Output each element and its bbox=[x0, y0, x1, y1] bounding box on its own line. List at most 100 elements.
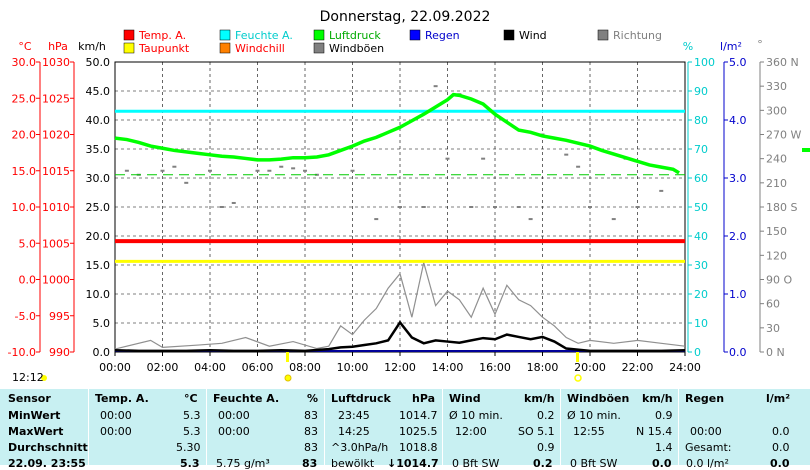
row-label-max: MaxWert bbox=[8, 425, 64, 438]
temp-tick-label: 10.0 bbox=[12, 201, 37, 214]
day-markers bbox=[41, 148, 810, 382]
legend-swatch bbox=[313, 29, 325, 41]
legend-swatch bbox=[123, 29, 135, 41]
x-tick-label: 08:00 bbox=[289, 361, 321, 374]
sunrise-icon bbox=[284, 374, 292, 382]
legend-swatch bbox=[313, 42, 325, 54]
legend-label: Taupunkt bbox=[138, 42, 190, 55]
column-separator bbox=[206, 389, 207, 465]
legend-label: Windchill bbox=[235, 42, 285, 55]
pressure-tick-label: 1010 bbox=[42, 201, 70, 214]
direction-point bbox=[160, 169, 165, 172]
direction-tick-label: 150 bbox=[766, 225, 787, 238]
temp-tick-label: 15.0 bbox=[12, 165, 37, 178]
min-pressure-time: 23:45 bbox=[338, 409, 370, 422]
humidity-tick-label: 90 bbox=[694, 85, 708, 98]
x-axis: 00:00 02:00 04:00 06:00 08:00 10:00 12:00 14:00… bbox=[99, 352, 701, 374]
min-pressure-value: 1014.7 bbox=[399, 409, 438, 422]
legend-swatch bbox=[503, 29, 515, 41]
direction-tick-label: 180 S bbox=[766, 201, 797, 214]
avg-gust-value: 1.4 bbox=[655, 441, 673, 454]
temp-tick-label: 5.0 bbox=[19, 237, 37, 250]
x-tick-label: 20:00 bbox=[574, 361, 606, 374]
wind-tick-label: 15.0 bbox=[86, 259, 111, 272]
header-pressure: Luftdruck bbox=[331, 392, 391, 405]
max-rain-value: 0.0 bbox=[772, 425, 790, 438]
humidity-tick-label: 60 bbox=[694, 172, 708, 185]
humidity-tick-label: 70 bbox=[694, 143, 708, 156]
temp-tick-label: -10.0 bbox=[8, 346, 36, 359]
column-separator bbox=[560, 389, 561, 465]
row-label-current: 22.09. 23:55 bbox=[8, 457, 86, 470]
direction-point bbox=[350, 169, 355, 172]
max-temp-value: 5.3 bbox=[183, 425, 201, 438]
row-label-avg: Durchschnitt bbox=[8, 441, 88, 454]
max-rain-time: 00:00 bbox=[690, 425, 722, 438]
wind-tick-label: 0.0 bbox=[93, 346, 111, 359]
series-luftdruck bbox=[114, 92, 680, 175]
right-axes: 10090807060504030201005.04.03.02.01.00.0… bbox=[687, 56, 801, 359]
header-humidity: Feuchte A. bbox=[213, 392, 280, 405]
min-temp-time: 00:00 bbox=[100, 409, 132, 422]
current-time: 12:12 bbox=[12, 371, 44, 384]
pressure-tick-label: 990 bbox=[49, 346, 70, 359]
pressure-tick-label: 995 bbox=[49, 310, 70, 323]
avg-pressure-note: ^3.0hPa/h bbox=[331, 441, 389, 454]
direction-point bbox=[255, 169, 260, 172]
legend-swatch bbox=[219, 42, 231, 54]
current-pressure-value: ↓1014.7 bbox=[387, 457, 439, 470]
x-tick-label: 02:00 bbox=[147, 361, 179, 374]
max-pressure-time: 14:25 bbox=[338, 425, 370, 438]
direction-point bbox=[124, 169, 129, 172]
wind-tick-label: 40.0 bbox=[86, 114, 111, 127]
current-pressure-note: bewölkt bbox=[331, 457, 375, 470]
rain-tick-label: 5.0 bbox=[729, 56, 747, 69]
left-axes: 30.0 25.0 20.0 15.0 10.0 5.0 0.0 -5.0 -10.0 1030 1… bbox=[8, 56, 110, 359]
direction-point bbox=[588, 206, 592, 208]
series-layer bbox=[114, 85, 686, 353]
max-pressure-value: 1025.5 bbox=[399, 425, 438, 438]
direction-tick-label: 360 N bbox=[766, 56, 799, 69]
sunrise-marker bbox=[286, 352, 289, 362]
temp-tick-label: -5.0 bbox=[15, 310, 36, 323]
current-wind-value: 0.2 bbox=[533, 457, 553, 470]
current-gust-note: 0 Bft SW bbox=[570, 457, 618, 470]
max-gust-time: 12:55 bbox=[573, 425, 605, 438]
min-wind-note: Ø 10 min. bbox=[449, 409, 503, 422]
direction-point bbox=[421, 206, 426, 208]
pressure-tick-label: 1015 bbox=[42, 165, 70, 178]
header-gust-unit: km/h bbox=[642, 392, 673, 405]
direction-point bbox=[208, 169, 212, 172]
avg-rain-value: 0.0 bbox=[772, 441, 790, 454]
axis-headers: °C hPa km/h% l/m² ° bbox=[18, 38, 762, 53]
pressure-tick-label: 1005 bbox=[42, 237, 70, 250]
direction-point bbox=[374, 218, 379, 221]
temp-tick-label: 25.0 bbox=[12, 92, 37, 105]
direction-tick-label: 0 N bbox=[766, 346, 785, 359]
column-separator bbox=[442, 389, 443, 465]
humidity-tick-label: 30 bbox=[694, 259, 708, 272]
legend-swatch bbox=[219, 29, 231, 41]
x-tick-label: 14:00 bbox=[432, 361, 464, 374]
pressure-tick-label: 1030 bbox=[42, 56, 70, 69]
legend-label: Windböen bbox=[329, 42, 384, 55]
humidity-tick-label: 0 bbox=[694, 346, 701, 359]
wind-tick-label: 30.0 bbox=[86, 172, 111, 185]
max-wind-value: SO 5.1 bbox=[518, 425, 555, 438]
current-temp-value: 5.3 bbox=[180, 457, 200, 470]
header-wind: Wind bbox=[449, 392, 481, 405]
pressure-tick-label: 1025 bbox=[42, 92, 70, 105]
current-wind-note: 0 Bft SW bbox=[452, 457, 500, 470]
pressure-axis-unit: hPa bbox=[48, 40, 68, 53]
side-indicator bbox=[802, 148, 810, 152]
current-humidity-value: 83 bbox=[302, 457, 318, 470]
humidity-tick-label: 50 bbox=[694, 201, 708, 214]
legend-label: Feuchte A. bbox=[235, 29, 293, 42]
avg-rain-note: Gesamt: bbox=[685, 441, 732, 454]
x-tick-label: 22:00 bbox=[622, 361, 654, 374]
wind-tick-label: 5.0 bbox=[93, 317, 111, 330]
legend-swatch bbox=[597, 29, 609, 41]
rain-tick-label: 4.0 bbox=[729, 114, 747, 127]
header-pressure-unit: hPa bbox=[412, 392, 436, 405]
direction-tick-label: 120 bbox=[766, 249, 787, 262]
